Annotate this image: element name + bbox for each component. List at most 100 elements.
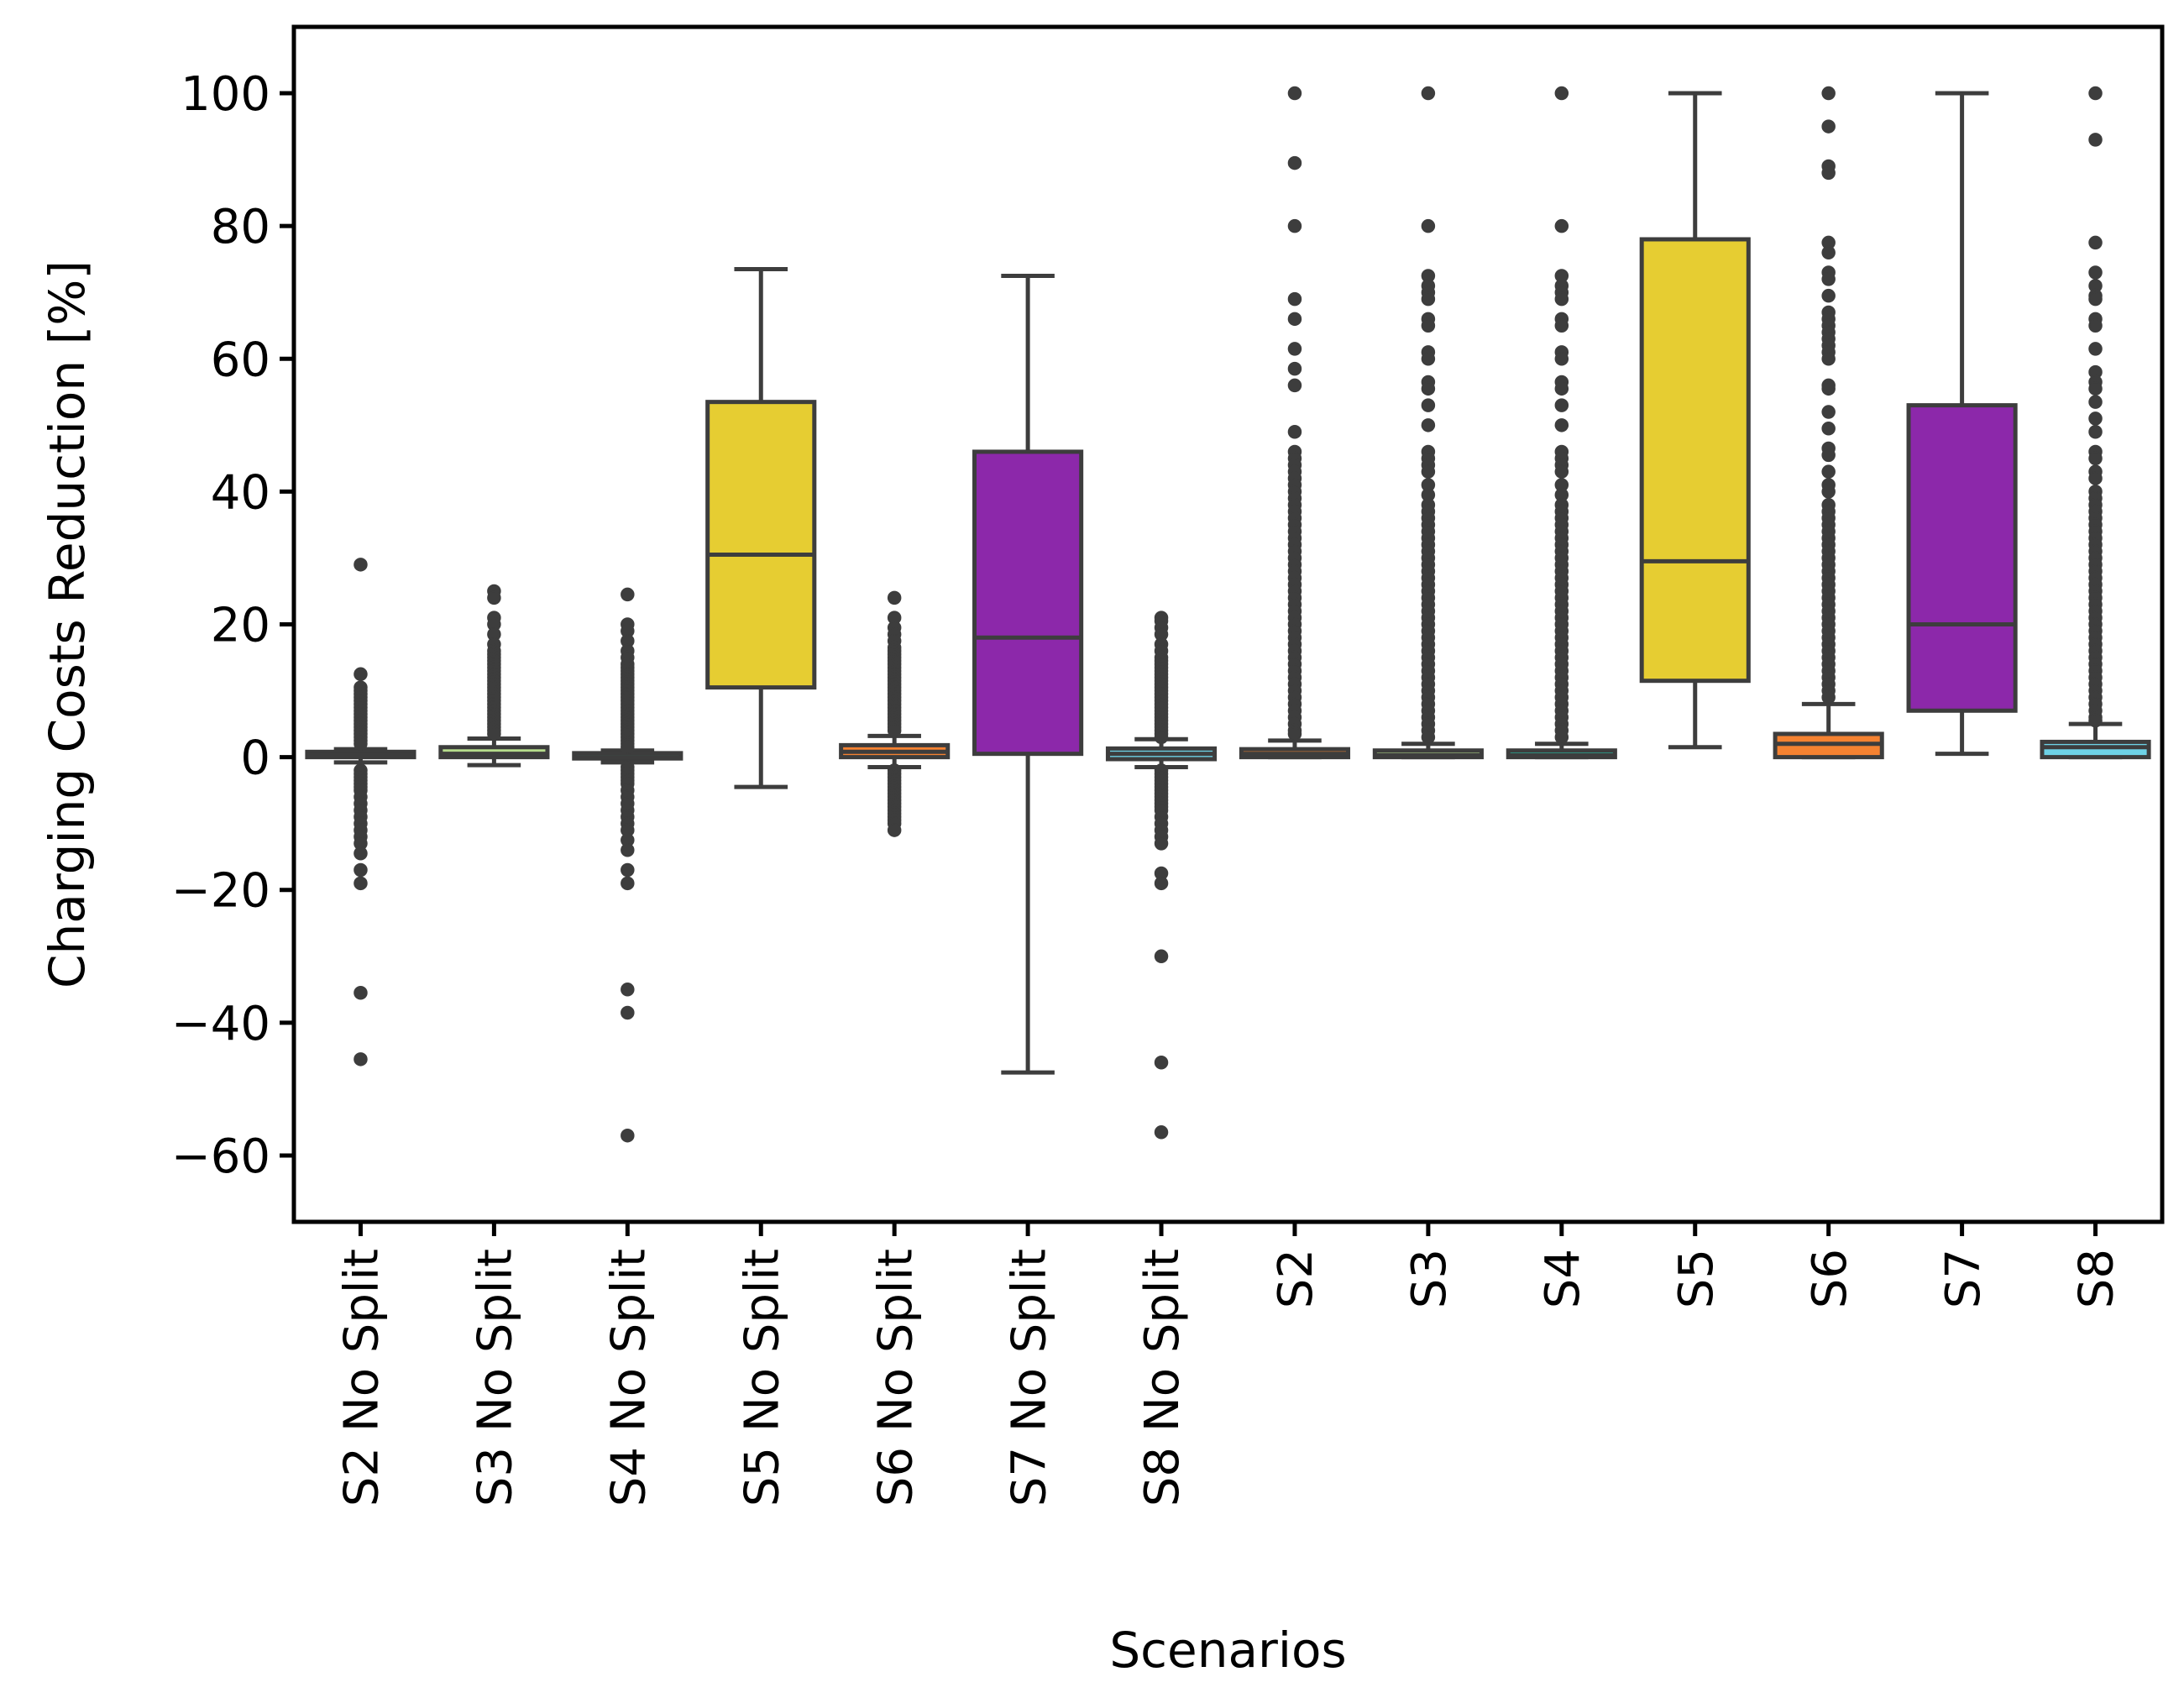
- x-tick-label: S2 No Split: [335, 1249, 390, 1507]
- outlier-point: [1154, 876, 1169, 891]
- outlier-point: [2088, 451, 2103, 466]
- x-tick-label: S3: [1402, 1249, 1457, 1308]
- outlier-point: [1287, 155, 1302, 170]
- outlier-point: [2088, 713, 2103, 728]
- y-tick-label: 100: [181, 67, 270, 122]
- x-tick-label: S3 No Split: [469, 1249, 523, 1507]
- y-tick-label: 40: [211, 465, 270, 520]
- box-iqr: [972, 449, 1084, 757]
- outlier-point: [354, 876, 368, 891]
- boxes-layer: [305, 86, 2151, 1143]
- outlier-point: [1421, 291, 1436, 307]
- outlier-point: [887, 590, 902, 605]
- outlier-point: [1554, 318, 1569, 333]
- box-iqr: [1639, 237, 1751, 684]
- outlier-point: [2088, 291, 2103, 307]
- y-tick-label: −40: [171, 997, 270, 1051]
- outlier-point: [1821, 405, 1836, 419]
- outlier-point: [1421, 730, 1436, 745]
- box-group: [839, 590, 951, 837]
- outlier-point: [1287, 291, 1302, 307]
- outlier-point: [1154, 730, 1169, 745]
- outlier-point: [1421, 352, 1436, 366]
- box-group: [1372, 86, 1484, 760]
- y-tick-label: 80: [211, 200, 270, 254]
- x-axis-title: Scenarios: [1109, 1622, 1346, 1679]
- outlier-point: [2088, 318, 2103, 333]
- box-group: [705, 267, 817, 789]
- outlier-point: [1287, 726, 1302, 742]
- box-group: [1105, 611, 1218, 1140]
- x-tick-label: S7 No Split: [1002, 1249, 1056, 1507]
- outlier-point: [1821, 690, 1836, 705]
- x-tick-label: S6 No Split: [868, 1249, 923, 1507]
- outlier-point: [1821, 119, 1836, 134]
- x-tick-label: S4 No Split: [601, 1249, 656, 1507]
- box-iqr: [2040, 739, 2151, 760]
- x-tick-label: S5 No Split: [735, 1249, 789, 1507]
- y-tick-label: −20: [171, 864, 270, 919]
- box-group: [1506, 86, 1617, 760]
- outlier-point: [1554, 291, 1569, 307]
- y-tick-label: 60: [211, 333, 270, 387]
- x-tick-label: S7: [1936, 1249, 1991, 1308]
- outlier-point: [621, 862, 635, 878]
- outlier-point: [1287, 361, 1302, 376]
- outlier-point: [1421, 418, 1436, 432]
- outlier-point: [621, 983, 635, 997]
- outlier-point: [1554, 381, 1569, 396]
- outlier-point: [354, 736, 368, 752]
- outlier-point: [487, 726, 501, 742]
- box-iqr: [705, 400, 817, 690]
- outlier-point: [1554, 86, 1569, 101]
- box-group: [1906, 91, 2018, 757]
- box-group: [2040, 86, 2151, 760]
- outlier-point: [1421, 318, 1436, 333]
- outlier-point: [1554, 352, 1569, 366]
- y-tick-label: −60: [171, 1129, 270, 1184]
- outlier-point: [2088, 424, 2103, 439]
- outlier-point: [354, 1052, 368, 1066]
- outlier-point: [1287, 378, 1302, 393]
- outlier-point: [1154, 1056, 1169, 1070]
- y-tick-label: 20: [211, 599, 270, 653]
- outlier-point: [1287, 424, 1302, 439]
- outlier-point: [1821, 464, 1836, 479]
- outlier-point: [1554, 464, 1569, 479]
- outlier-point: [1154, 1125, 1169, 1140]
- outlier-point: [1821, 86, 1836, 101]
- box-group: [1773, 86, 1884, 760]
- outlier-point: [1154, 949, 1169, 964]
- outlier-point: [621, 1128, 635, 1143]
- outlier-point: [1821, 381, 1836, 396]
- box-group: [305, 558, 416, 1066]
- outlier-point: [1421, 381, 1436, 396]
- outlier-point: [887, 723, 902, 738]
- outlier-point: [1554, 218, 1569, 233]
- outlier-point: [1554, 398, 1569, 412]
- outlier-point: [487, 590, 501, 605]
- x-tick-label: S5: [1669, 1249, 1724, 1308]
- x-tick-label: S8: [2070, 1249, 2124, 1308]
- outlier-point: [354, 558, 368, 572]
- outlier-point: [1421, 218, 1436, 233]
- x-tick-label: S4: [1536, 1249, 1590, 1308]
- outlier-point: [2088, 265, 2103, 280]
- outlier-point: [1821, 352, 1836, 366]
- outlier-point: [1821, 422, 1836, 436]
- x-tick-label: S6: [1803, 1249, 1857, 1308]
- outlier-point: [2088, 342, 2103, 356]
- outlier-point: [1421, 86, 1436, 101]
- outlier-point: [1554, 730, 1569, 745]
- outlier-point: [1287, 342, 1302, 356]
- box-group: [1239, 86, 1351, 760]
- outlier-point: [2088, 395, 2103, 409]
- box-iqr: [1906, 403, 2018, 713]
- outlier-point: [1821, 272, 1836, 286]
- outlier-point: [1554, 418, 1569, 432]
- outlier-point: [1821, 165, 1836, 181]
- plot-frame: [291, 24, 2165, 1224]
- outlier-point: [354, 846, 368, 861]
